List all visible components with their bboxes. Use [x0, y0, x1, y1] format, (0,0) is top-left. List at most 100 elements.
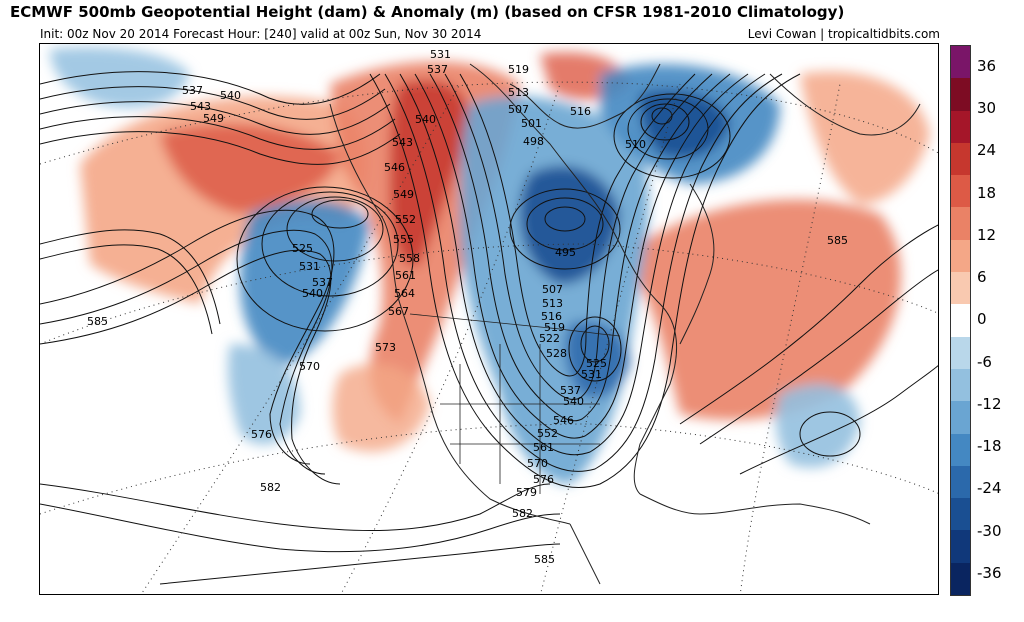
contour-label: 516 — [570, 105, 591, 118]
map-panel: 537 540 543 549 531 537 519 513 507 501 … — [39, 43, 939, 595]
contour-label: 543 — [190, 100, 211, 113]
colorbar-label: 30 — [977, 99, 997, 118]
contour-label: 555 — [393, 233, 414, 246]
contour-label: 516 — [541, 310, 562, 323]
contour-label: 537 — [182, 84, 203, 97]
contour-label: 576 — [533, 473, 554, 486]
contour-label: 540 — [220, 89, 241, 102]
contour-label: 519 — [508, 63, 529, 76]
contour-label: 573 — [375, 341, 396, 354]
contour-label: 567 — [388, 305, 409, 318]
chart-title: ECMWF 500mb Geopotential Height (dam) & … — [10, 3, 845, 21]
colorbar-segment — [951, 530, 970, 564]
contour-label: 543 — [392, 136, 413, 149]
colorbar-label: -30 — [977, 521, 1002, 540]
contour-label: 540 — [415, 113, 436, 126]
colorbar-segment — [951, 498, 970, 531]
colorbar-label: 36 — [977, 57, 997, 75]
graticule — [40, 81, 938, 594]
cold-anomaly-subtropics — [228, 344, 300, 445]
contour-label: 585 — [87, 315, 108, 328]
colorbar-label: -18 — [977, 437, 1002, 456]
contour-label: 576 — [251, 428, 272, 441]
colorbar-segment — [951, 239, 970, 273]
height-contours — [40, 71, 938, 585]
contour-label: 531 — [581, 368, 602, 381]
colorbar-segment — [951, 465, 970, 499]
colorbar-label: -24 — [977, 479, 1002, 498]
contour-label: 537 — [560, 384, 581, 397]
colorbar-label: -12 — [977, 394, 1002, 413]
contour-label: 540 — [302, 287, 323, 300]
colorbar-segment — [951, 110, 970, 144]
contour-label: 510 — [625, 138, 646, 151]
warm-anomaly-atlantic — [640, 199, 901, 420]
map-svg: 537 540 543 549 531 537 519 513 507 501 … — [40, 47, 938, 594]
cold-anomaly-mid-atlantic — [775, 384, 860, 468]
contour-label: 558 — [399, 252, 420, 265]
warm-anomaly-baja — [332, 364, 430, 452]
contour-label: 585 — [827, 234, 848, 247]
contour-label: 549 — [203, 112, 224, 125]
contour-label: 564 — [394, 287, 415, 300]
contour-label: 561 — [395, 269, 416, 282]
contour-label: 525 — [586, 357, 607, 370]
cold-anomaly-gulf-of-alaska — [240, 200, 370, 364]
contour-label: 531 — [430, 48, 451, 61]
colorbar-segment — [951, 562, 970, 596]
colorbar-label: -6 — [977, 352, 992, 371]
cold-anomaly-labrador-core — [639, 90, 730, 158]
contour-label: 507 — [542, 283, 563, 296]
contour-label: 570 — [299, 360, 320, 373]
contour-label: 525 — [292, 242, 313, 255]
colorbar-label: 18 — [977, 183, 997, 202]
colorbar-segment — [951, 401, 970, 435]
cold-anomaly-north-pacific — [50, 47, 190, 108]
colorbar-segment — [951, 304, 970, 338]
colorbar-label: 0 — [977, 310, 987, 329]
contour-label: 546 — [553, 414, 574, 427]
colorbar-label: 12 — [977, 225, 997, 244]
borders — [409, 313, 621, 494]
contour-label: 582 — [260, 481, 281, 494]
colorbar-segment — [951, 175, 970, 208]
contour-label: 495 — [555, 246, 576, 259]
colorbar-segment — [951, 272, 970, 305]
contour-label: 537 — [427, 63, 448, 76]
colorbar-segment — [951, 368, 970, 402]
credit-text: Levi Cowan | tropicaltidbits.com — [747, 27, 940, 41]
anomaly-colorbar — [950, 45, 971, 596]
contour-label: 561 — [533, 441, 554, 454]
contour-label: 585 — [534, 553, 555, 566]
colorbar-label: 6 — [977, 268, 987, 287]
contour-label: 537 — [312, 276, 333, 289]
contour-label: 549 — [393, 188, 414, 201]
init-info: Init: 00z Nov 20 2014 Forecast Hour: [24… — [40, 27, 482, 41]
anomaly-shading — [50, 47, 930, 484]
colorbar-label: -36 — [977, 563, 1002, 582]
contour-label: 522 — [539, 332, 560, 345]
contour-label: 513 — [508, 86, 529, 99]
contour-label: 570 — [527, 457, 548, 470]
contour-labels: 537 540 543 549 531 537 519 513 507 501 … — [87, 48, 848, 566]
contour-label: 528 — [546, 347, 567, 360]
colorbar-segment — [951, 433, 970, 467]
contour-label: 579 — [516, 486, 537, 499]
contour-label: 501 — [521, 117, 542, 130]
contour-label: 498 — [523, 135, 544, 148]
warm-anomaly-east-atlantic — [800, 71, 930, 204]
colorbar-label: 24 — [977, 141, 997, 160]
colorbar-segment — [951, 336, 970, 370]
colorbar-segment — [951, 207, 970, 241]
contour-label: 552 — [537, 427, 558, 440]
contour-label: 507 — [508, 103, 529, 116]
contour-label: 582 — [512, 507, 533, 520]
contour-label: 519 — [544, 321, 565, 334]
coastlines — [329, 63, 921, 585]
colorbar-segment — [951, 46, 970, 79]
colorbar-segment — [951, 142, 970, 176]
contour-label: 531 — [299, 260, 320, 273]
contour-label: 540 — [563, 395, 584, 408]
colorbar-segment — [951, 78, 970, 112]
contour-label: 513 — [542, 297, 563, 310]
